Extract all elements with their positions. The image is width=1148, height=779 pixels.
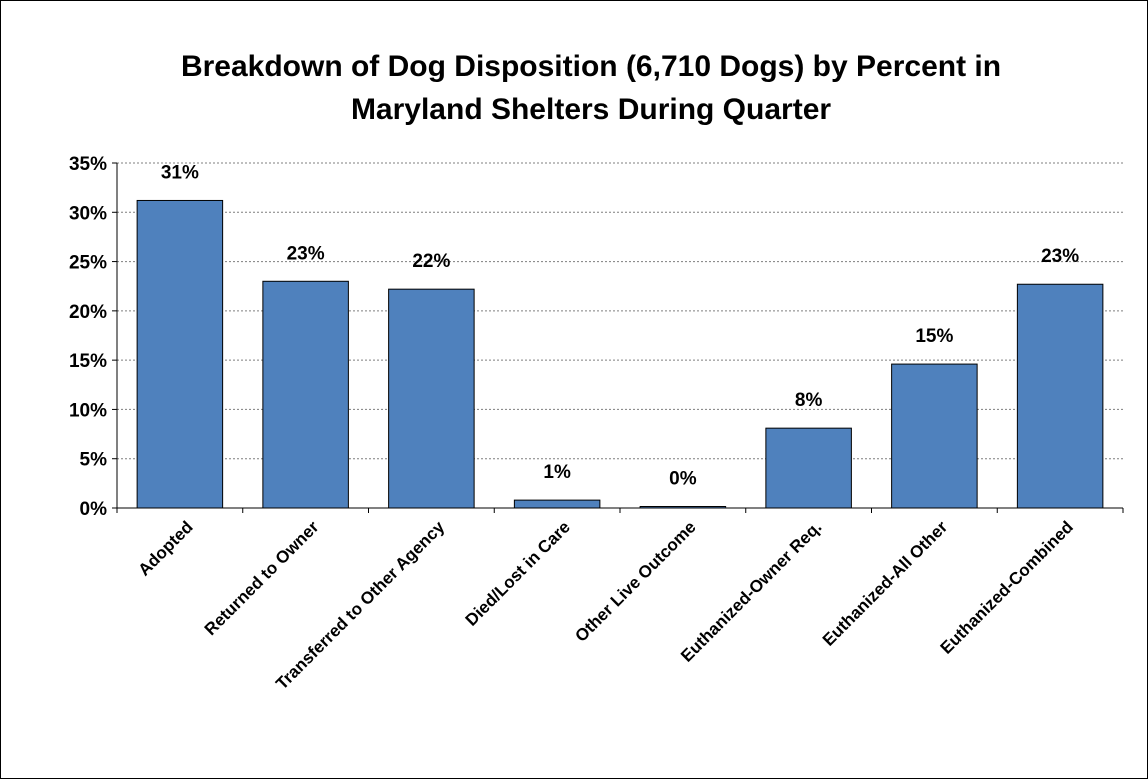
data-label: 0%: [669, 469, 697, 490]
category-label: Other Live Outcome: [571, 517, 699, 645]
y-tick-label: 0%: [80, 499, 108, 520]
bar: [136, 199, 224, 509]
category-label: Adopted: [135, 517, 197, 579]
data-label: 22%: [412, 251, 450, 272]
y-tick-label: 35%: [69, 154, 107, 175]
data-label: 31%: [161, 162, 199, 183]
bar: [513, 499, 601, 509]
y-axis-ticks: 0% 5% 10% 15% 20% 25% 30% 35%: [69, 154, 107, 520]
category-label: Returned to Owner: [201, 517, 323, 639]
data-label: 15%: [915, 326, 953, 347]
data-labels: 31% 23% 22% 1% 0% 8% 15% 23%: [161, 162, 1079, 489]
category-label: Died/Lost in Care: [462, 517, 574, 629]
y-tick-label: 25%: [69, 253, 107, 274]
data-label: 23%: [1041, 246, 1079, 267]
data-label: 23%: [287, 243, 325, 264]
bar: [388, 288, 475, 509]
bar: [1016, 283, 1104, 509]
bars: [136, 199, 1104, 509]
category-label: Euthanized-Owner Req.: [677, 517, 825, 665]
chart-title-line-2: Maryland Shelters During Quarter: [351, 93, 831, 126]
data-label: 8%: [795, 390, 823, 411]
y-tick-label: 5%: [80, 450, 108, 471]
y-tick-label: 20%: [69, 302, 107, 323]
bar: [262, 280, 349, 509]
chart-title-line-1: Breakdown of Dog Disposition (6,710 Dogs…: [181, 50, 1001, 83]
category-label: Euthanized-Combined: [937, 517, 1077, 657]
chart-title: Breakdown of Dog Disposition (6,710 Dogs…: [181, 50, 1001, 126]
data-label: 1%: [543, 462, 571, 483]
category-label: Euthanized-All Other: [819, 517, 952, 650]
bar: [891, 363, 978, 509]
bar: [639, 506, 727, 509]
y-tick-label: 30%: [69, 203, 107, 224]
bar: [765, 427, 852, 509]
y-tick-label: 10%: [69, 400, 107, 421]
y-tick-label: 15%: [69, 351, 107, 372]
